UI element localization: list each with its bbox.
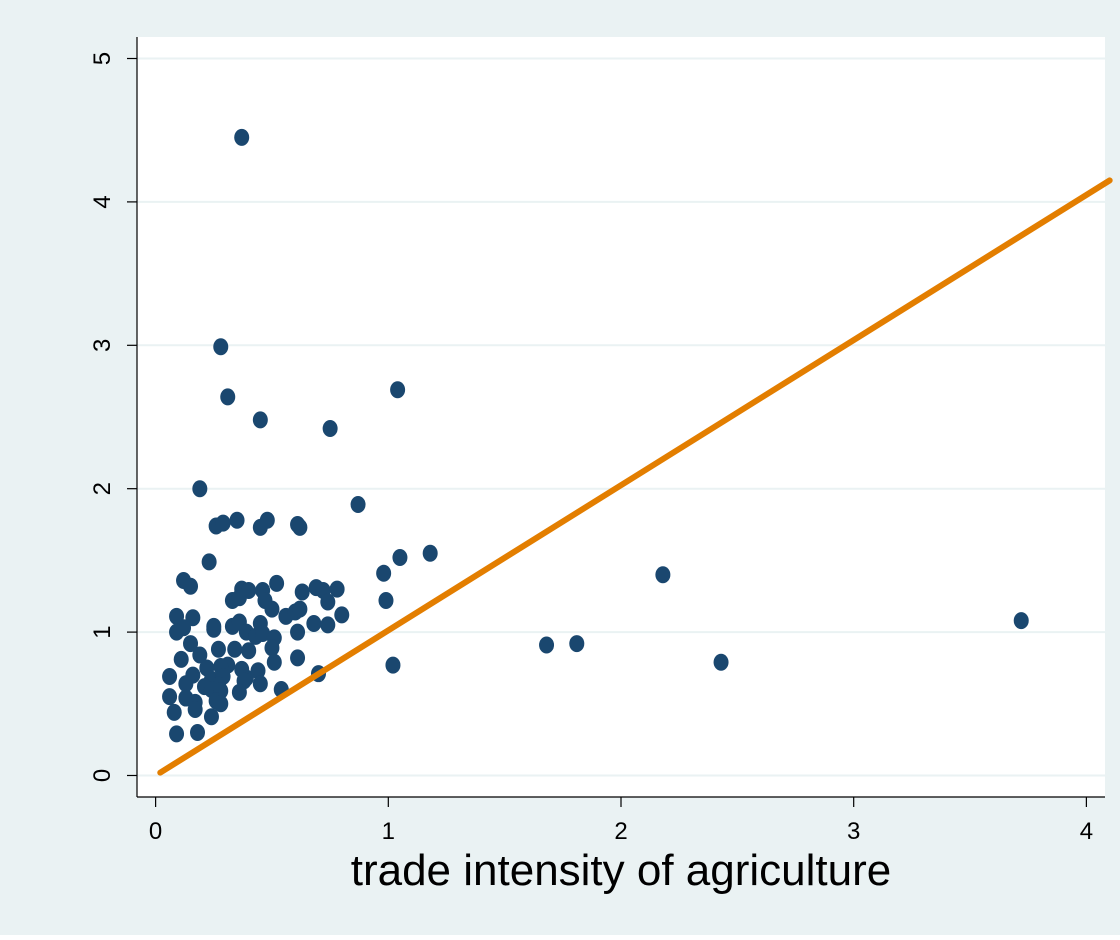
x-tick-label: 1	[382, 818, 395, 845]
data-point	[201, 553, 217, 571]
data-point	[322, 419, 338, 437]
data-point	[329, 580, 345, 598]
x-tick-label: 2	[614, 818, 627, 845]
data-point	[250, 662, 266, 680]
data-point	[183, 577, 199, 595]
plot-area	[137, 37, 1105, 797]
data-point	[162, 668, 178, 686]
data-point	[169, 725, 185, 743]
data-point	[173, 650, 189, 668]
data-point	[655, 566, 671, 584]
data-point	[183, 635, 199, 653]
data-point	[206, 617, 222, 635]
data-point	[294, 583, 310, 601]
data-point	[190, 723, 205, 741]
data-point	[292, 518, 308, 536]
data-point	[215, 514, 231, 532]
data-point	[290, 649, 306, 667]
data-point	[255, 625, 271, 643]
data-point	[213, 695, 229, 713]
data-point	[376, 564, 392, 582]
data-point	[187, 701, 203, 719]
data-point	[266, 653, 282, 671]
data-point	[252, 675, 268, 693]
data-point	[264, 639, 280, 657]
data-point	[390, 381, 406, 399]
data-point	[241, 642, 257, 660]
data-point	[713, 653, 729, 671]
data-point	[269, 574, 285, 592]
data-point	[231, 589, 247, 607]
data-point	[569, 635, 585, 653]
data-point	[320, 616, 336, 634]
data-point	[422, 544, 438, 562]
y-tick-label: 5	[89, 52, 116, 65]
data-point	[539, 636, 555, 654]
data-point	[213, 338, 229, 356]
x-tick-label: 3	[847, 818, 860, 845]
data-point	[192, 480, 208, 498]
data-point	[203, 708, 219, 726]
axes: 0 1 2 3 4 5 0 1 2 3 4	[89, 37, 1105, 845]
data-point	[320, 593, 336, 611]
reference-line	[157, 177, 1113, 776]
data-point	[306, 614, 322, 632]
data-point	[192, 646, 208, 664]
data-point	[185, 609, 201, 627]
data-point	[166, 703, 182, 721]
x-axis-label: trade intensity of agriculture	[351, 846, 892, 895]
y-tick-label: 2	[89, 482, 116, 495]
y-tick-label: 0	[89, 769, 116, 782]
data-points	[162, 128, 1029, 743]
data-point	[231, 683, 247, 701]
data-point	[259, 511, 275, 529]
data-point	[350, 495, 366, 513]
data-point	[229, 511, 245, 529]
data-point	[1013, 612, 1029, 630]
data-point	[334, 606, 350, 624]
data-point	[252, 411, 268, 429]
data-point	[290, 623, 306, 641]
y-tick-label: 4	[89, 195, 116, 208]
y-tick-label: 3	[89, 339, 116, 352]
data-point	[169, 623, 185, 641]
data-point	[210, 640, 226, 658]
data-point	[234, 128, 250, 146]
x-tick-label: 0	[149, 818, 162, 845]
data-point	[220, 388, 236, 406]
data-point	[378, 592, 394, 610]
data-point	[292, 600, 308, 618]
x-tick-label: 4	[1080, 818, 1093, 845]
data-point	[385, 656, 401, 674]
data-point	[227, 640, 243, 658]
data-point	[162, 688, 178, 706]
data-point	[392, 549, 408, 567]
data-point	[264, 600, 280, 618]
data-point	[178, 675, 194, 693]
y-tick-label: 1	[89, 625, 116, 638]
